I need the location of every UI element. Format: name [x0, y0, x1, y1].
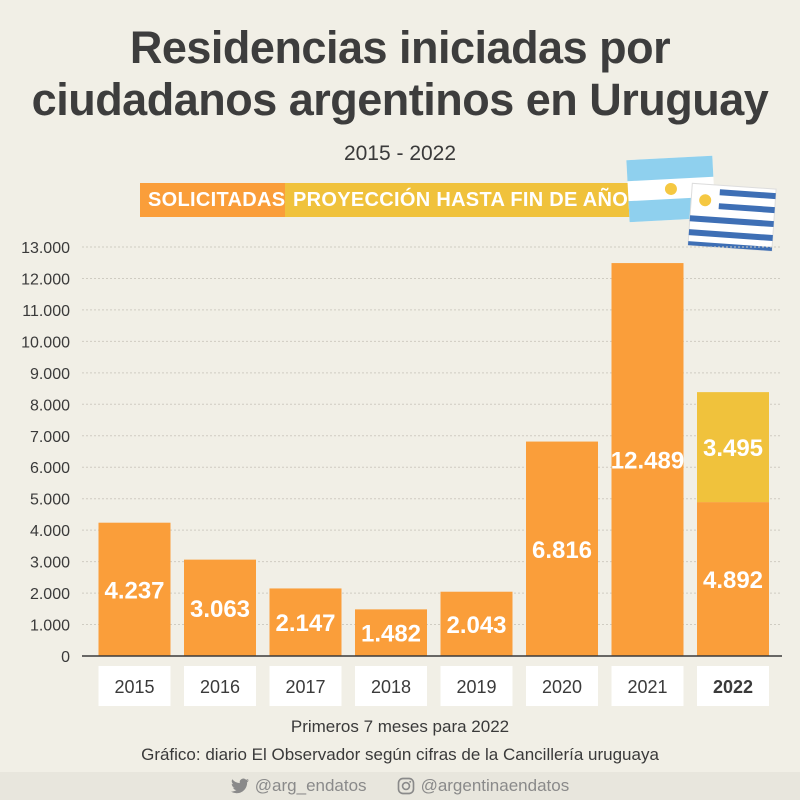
bar-data-label: 6.816	[532, 537, 592, 564]
x-tick-label: 2015	[114, 677, 154, 697]
y-tick-label: 13.000	[21, 240, 70, 257]
x-tick-label: 2016	[200, 677, 240, 697]
bar	[697, 392, 769, 503]
instagram-handle[interactable]: @argentinaendatos	[397, 776, 570, 796]
x-tick-box	[355, 666, 427, 706]
bar-data-label: 2.043	[446, 612, 506, 639]
y-tick-label: 12.000	[21, 271, 70, 288]
y-tick-label: 1.000	[30, 618, 70, 635]
x-tick-label: 2020	[542, 677, 582, 697]
bar-data-label: 2.147	[275, 610, 335, 637]
legend-proyeccion: PROYECCIÓN HASTA FIN DE AÑO	[285, 183, 637, 217]
y-tick-label: 9.000	[30, 366, 70, 383]
twitter-handle-text: @arg_endatos	[254, 776, 367, 795]
bar	[440, 591, 513, 656]
y-tick-label: 0	[61, 649, 70, 666]
instagram-handle-text: @argentinaendatos	[420, 776, 570, 795]
y-tick-label: 4.000	[30, 523, 70, 540]
footer: @arg_endatos @argentinaendatos	[0, 772, 800, 800]
x-tick-label: 2019	[456, 677, 496, 697]
twitter-icon	[230, 778, 249, 794]
y-tick-label: 7.000	[30, 429, 70, 446]
bar	[611, 263, 684, 656]
footnote: Primeros 7 meses para 2022	[290, 717, 510, 736]
y-tick-label: 10.000	[21, 334, 70, 351]
title-line-2: ciudadanos argentinos en Uruguay	[31, 74, 769, 125]
source-note: Gráfico: diario El Observador según cifr…	[141, 745, 659, 764]
chart-title: Residencias iniciadas por ciudadanos arg…	[0, 22, 800, 126]
bar-data-label: 12.489	[611, 448, 684, 475]
y-tick-label: 11.000	[22, 303, 70, 320]
bar-chart: 0 1.000 2.000 3.000 4.000 5.000 6.000 7.000 8.00…	[21, 240, 782, 706]
x-tick-box	[697, 666, 769, 706]
twitter-handle[interactable]: @arg_endatos	[230, 776, 367, 796]
bar	[98, 522, 171, 656]
x-tick-label: 2018	[371, 677, 411, 697]
chart-subtitle: 2015 - 2022	[343, 142, 457, 165]
bar	[269, 588, 342, 656]
instagram-icon	[397, 777, 415, 795]
title-line-1: Residencias iniciadas por	[129, 22, 671, 73]
bar-data-label: 1.482	[361, 621, 421, 648]
bar	[526, 441, 598, 656]
bar-data-label: 3.495	[703, 435, 763, 462]
bar	[184, 559, 256, 656]
y-tick-label: 3.000	[30, 555, 70, 572]
flags-decoration	[626, 155, 777, 252]
x-tick-box	[98, 666, 171, 706]
bar	[697, 502, 769, 656]
bar-data-label: 3.063	[190, 596, 250, 623]
x-tick-box	[184, 666, 256, 706]
y-tick-label: 6.000	[30, 460, 70, 477]
y-tick-label: 2.000	[30, 586, 70, 603]
x-tick-label: 2022	[713, 677, 753, 697]
x-tick-label: 2017	[285, 677, 325, 697]
x-tick-box	[611, 666, 684, 706]
bar-data-label: 4.237	[104, 577, 164, 604]
bar-data-label: 4.892	[703, 567, 763, 594]
uruguay-flag-icon	[687, 182, 777, 252]
bar	[355, 609, 427, 656]
y-tick-label: 5.000	[30, 492, 70, 509]
x-tick-box	[269, 666, 342, 706]
x-tick-box	[526, 666, 598, 706]
y-tick-label: 8.000	[30, 397, 70, 414]
x-tick-label: 2021	[627, 677, 667, 697]
legend-solicitadas: SOLICITADAS	[140, 183, 294, 217]
x-tick-box	[440, 666, 513, 706]
